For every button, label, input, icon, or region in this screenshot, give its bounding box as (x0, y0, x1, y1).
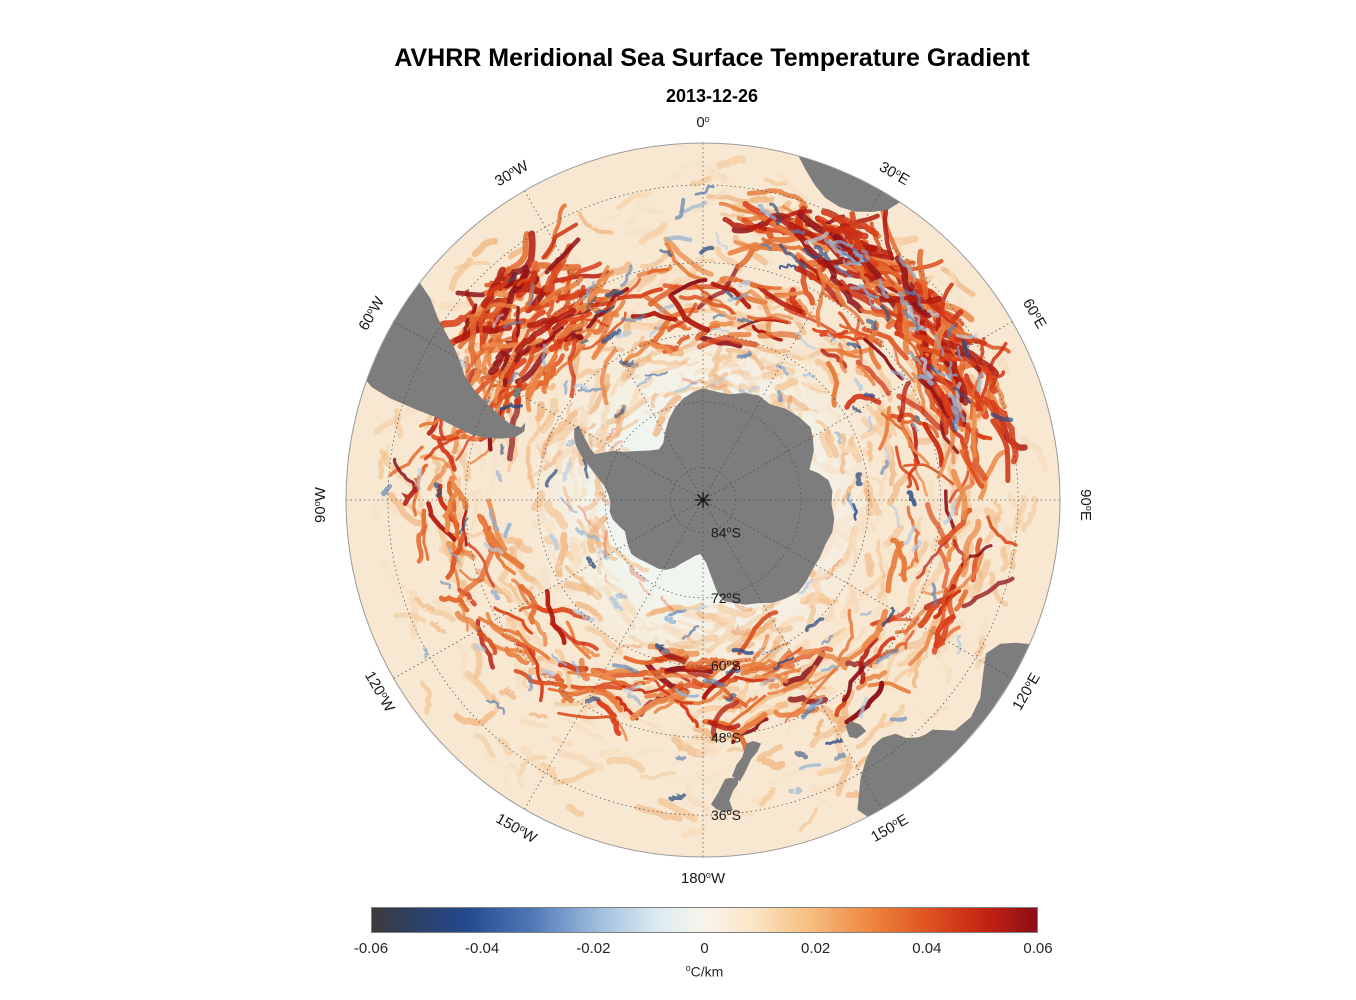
land-layer (366, 156, 1030, 817)
land-kerguelen (913, 414, 921, 424)
colorbar-tick-label: 0.04 (912, 940, 942, 957)
parallel-label-84S: 84oS (711, 524, 741, 540)
colorbar-tick-label: -0.04 (465, 940, 500, 957)
chart-subtitle: 2013-12-26 (665, 86, 759, 106)
colorbar-tick-label: 0.06 (1023, 940, 1053, 957)
colorbar-unit-label: oC/km (371, 963, 1038, 980)
meridian-label-0: 0o (696, 114, 709, 131)
colorbar: -0.06 -0.04 -0.02 0 0.02 0.04 0.06 oC/km (354, 907, 1053, 987)
graticule (345, 142, 1061, 858)
pole-marker (695, 492, 711, 508)
land-falkland-islands (512, 387, 521, 399)
unit-text: C/km (690, 963, 724, 980)
land-south-georgia (579, 338, 590, 345)
meridian-label-30E: 30oE (876, 158, 912, 189)
colorbar-tick-label: -0.06 (353, 940, 389, 957)
parallel-label-60S: 60oS (711, 658, 741, 674)
parallel-label-48S: 48oS (711, 729, 741, 745)
land-new-zealand-north-island (711, 778, 739, 813)
colorbar-tick-label: 0 (700, 940, 709, 957)
meridian-label-120E: 120oE (1009, 670, 1044, 713)
land-south-america (366, 282, 526, 439)
land-new-zealand-south-island (732, 741, 761, 782)
colorbar-tick-label: 0.02 (801, 940, 831, 957)
meridian-label-150W: 150oW (493, 810, 541, 847)
land-antarctica (574, 388, 835, 605)
land-tasmania (845, 721, 867, 739)
parallel-label-72S: 72oS (711, 590, 741, 606)
land-africa-southern-tip (798, 156, 900, 212)
sst-gradient-filaments (371, 155, 1049, 838)
degree-symbol: o (685, 963, 691, 973)
meridian-label-150E: 150oE (868, 811, 911, 846)
meridian-label-90W: 90oW (312, 486, 329, 523)
chart-title: AVHRR Meridional Sea Surface Temperature… (394, 44, 1030, 72)
meridian-label-60W: 60oW (355, 293, 388, 333)
colorbar-gradient (371, 907, 1038, 933)
colorbar-ticks: -0.06 -0.04 -0.02 0 0.02 0.04 0.06 (354, 940, 1053, 958)
meridian-label-30W: 30oW (492, 157, 532, 190)
parallel-label-36S: 36oS (711, 807, 741, 823)
meridian-label-60E: 60oE (1019, 296, 1050, 332)
meridian-label-180W: 180oW (681, 870, 726, 887)
meridian-label-90E: 90oE (1077, 489, 1094, 521)
land-australia (857, 642, 1030, 817)
colorbar-tick-label: -0.02 (576, 940, 611, 957)
